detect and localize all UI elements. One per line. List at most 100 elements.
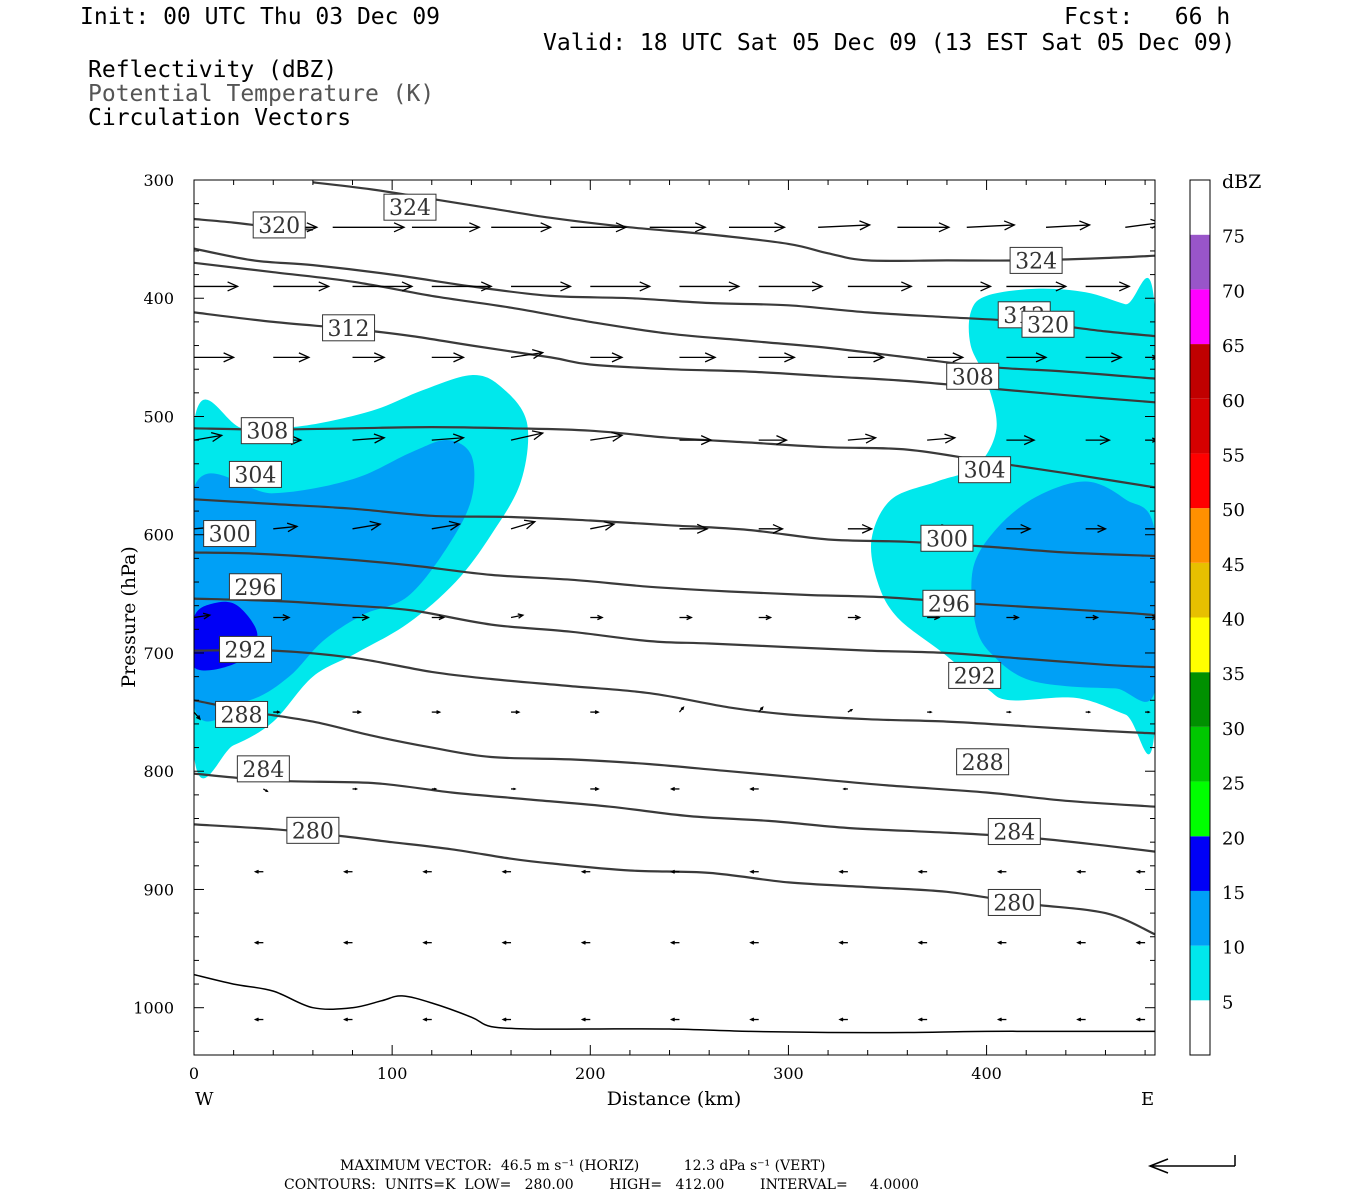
field-theta: Potential Temperature (K)	[88, 81, 435, 107]
circulation-vector-1-2	[352, 281, 414, 292]
circulation-vector-3-2	[352, 433, 386, 444]
circulation-vector-6-11	[1085, 710, 1092, 714]
circulation-vector-6-0	[194, 711, 201, 721]
circulation-vector-4-12	[1145, 528, 1155, 530]
circulation-vector-7-6	[749, 786, 759, 791]
circulation-vector-9-1	[343, 940, 353, 945]
circulation-vector-5-2	[352, 614, 370, 621]
circulation-vector-3-6	[679, 435, 713, 446]
contour-label-box-304-1	[958, 456, 1012, 484]
colorbar-label-60: 60	[1222, 391, 1245, 412]
circulation-vector-5-4	[510, 613, 525, 619]
contour-label-296-1: 296	[928, 592, 970, 617]
circulation-vector-4-5	[590, 521, 616, 531]
circulation-vector-4-3	[431, 520, 462, 531]
contour-label-320-1: 320	[1027, 313, 1069, 338]
init-time: Init: 00 UTC Thu 03 Dec 09	[80, 4, 441, 30]
circulation-vector-0-2	[411, 222, 481, 233]
circulation-vector-8-9	[996, 869, 1007, 874]
theta-contour-288	[194, 699, 1155, 808]
circulation-vector-4-4	[510, 519, 537, 530]
circulation-vector-2-8	[847, 352, 886, 363]
circulation-vector-0-5	[649, 222, 707, 233]
colorbar-label-10: 10	[1222, 938, 1245, 959]
circulation-vector-9-6	[749, 940, 759, 945]
contour-label-box-292-1	[948, 661, 1002, 689]
circulation-vector-9-7	[838, 940, 848, 945]
circulation-vector-5-0	[194, 612, 212, 620]
terrain-line	[194, 973, 1155, 1034]
contour-label-300-0: 300	[209, 523, 251, 548]
circulation-vector-4-10	[1006, 523, 1032, 534]
x-right-label: E	[1141, 1089, 1154, 1110]
x-tick-label-100: 100	[377, 1064, 408, 1083]
contour-label-292-1: 292	[954, 664, 996, 689]
circulation-vector-8-5	[669, 869, 680, 874]
circulation-vector-10-8	[917, 1017, 928, 1022]
colorbar-label-35: 35	[1222, 664, 1245, 685]
colorbar-label-45: 45	[1222, 555, 1245, 576]
contour-label-284-1: 284	[993, 821, 1035, 846]
colorbar-swatch-14	[1190, 234, 1210, 290]
field-reflectivity: Reflectivity (dBZ)	[88, 57, 338, 83]
circulation-vector-1-8	[847, 281, 913, 292]
circulation-vector-9-0	[253, 940, 264, 945]
circulation-vector-3-8	[847, 433, 878, 444]
circulation-vector-7-1	[352, 787, 359, 791]
circulation-vector-9-2	[422, 940, 432, 945]
circulation-vector-2-11	[1085, 352, 1123, 363]
x-tick-label-0: 0	[189, 1064, 199, 1083]
colorbar-label-20: 20	[1222, 828, 1245, 849]
circulation-vector-8-11	[1135, 869, 1146, 874]
theta-contour-300	[194, 551, 1155, 617]
circulation-vector-10-1	[343, 1017, 353, 1022]
x-tick-label-400: 400	[971, 1064, 1002, 1083]
contour-label-box-296-1	[922, 589, 976, 617]
x-axis-title: Distance (km)	[607, 1088, 742, 1110]
colorbar-swatch-10	[1190, 453, 1210, 509]
circulation-vector-10-3	[501, 1017, 512, 1022]
circulation-vector-1-7	[758, 281, 824, 292]
circulation-vector-5-3	[431, 614, 446, 621]
x-left-label: W	[195, 1089, 214, 1110]
contour-label-312-0: 312	[328, 317, 370, 342]
circulation-vector-6-1	[273, 710, 281, 714]
circulation-vector-1-6	[679, 281, 741, 292]
circulation-vector-3-7	[758, 435, 789, 446]
colorbar-label-30: 30	[1222, 719, 1245, 740]
circulation-vector-8-3	[501, 869, 512, 874]
circulation-vector-0-4	[570, 222, 628, 233]
colorbar-swatch-5	[1190, 726, 1210, 782]
circulation-vector-6-8	[847, 708, 854, 713]
theta-contour-304	[194, 498, 1155, 558]
colorbar-swatch-6	[1190, 672, 1210, 727]
circulation-vector-2-5	[590, 352, 624, 363]
circulation-vector-1-3	[431, 281, 493, 292]
circulation-vector-10-9	[996, 1017, 1007, 1022]
contour-label-box-296-0	[228, 573, 282, 601]
circulation-vector-7-5	[669, 786, 680, 791]
reflectivity-region-10-4	[971, 481, 1155, 702]
colorbar-swatch-7	[1190, 617, 1210, 673]
contour-label-280-0: 280	[292, 819, 334, 844]
circulation-vector-7-4	[590, 786, 600, 791]
contour-label-box-308-0	[240, 417, 294, 445]
colorbar-swatch-1	[1190, 945, 1210, 1001]
colorbar-swatch-12	[1190, 344, 1210, 399]
reference-vector-icon	[1147, 1155, 1236, 1174]
colorbar-swatch-13	[1190, 289, 1210, 345]
circulation-vector-6-10	[1006, 710, 1012, 714]
circulation-vector-2-1	[273, 352, 311, 363]
contour-label-288-1: 288	[962, 751, 1004, 776]
circulation-vector-1-11	[1085, 281, 1131, 292]
circulation-vector-0-7	[818, 220, 872, 231]
circulation-vector-10-11	[1135, 1017, 1146, 1022]
circulation-vector-5-8	[847, 614, 862, 621]
circulation-vector-1-10	[1006, 281, 1068, 292]
colorbar-label-15: 15	[1222, 883, 1245, 904]
contour-label-box-280-0	[286, 816, 340, 844]
colorbar-label-65: 65	[1222, 336, 1245, 357]
circulation-vector-6-2	[352, 710, 363, 715]
contour-label-box-300-1	[920, 524, 974, 552]
circulation-vector-9-3	[501, 940, 512, 945]
